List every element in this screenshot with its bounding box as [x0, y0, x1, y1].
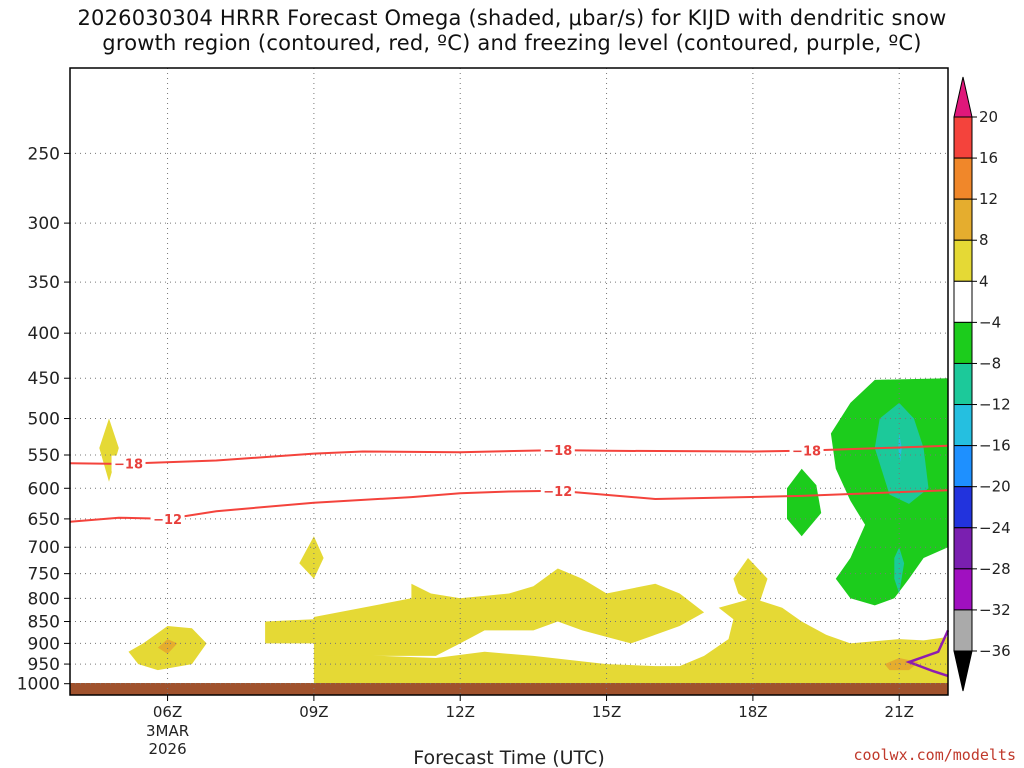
x-tick-label: 15Z: [592, 703, 621, 721]
omega-region-main: [265, 568, 705, 658]
x-axis-label: Forecast Time (UTC): [413, 747, 604, 768]
colorbar-label: −32: [979, 601, 1011, 619]
contour-label: −18: [543, 444, 572, 459]
contour-label-bg: [150, 510, 185, 527]
y-tick-label: 600: [28, 479, 60, 499]
omega-region-0500: [99, 418, 119, 482]
contour-label: −18: [792, 445, 821, 460]
colorbar-label: −4: [979, 313, 1001, 331]
contour-label-bg: [789, 442, 824, 459]
y-tick-label: 700: [28, 538, 60, 558]
x-date-label: 3MAR: [146, 722, 189, 740]
colorbar-label: −24: [979, 519, 1011, 537]
colorbar-swatch: [953, 527, 973, 570]
contour-label: −12: [543, 485, 572, 500]
colorbar-label: −12: [979, 396, 1011, 414]
contour-label: −12: [153, 513, 182, 528]
colorbar-label: 16: [979, 149, 998, 167]
colorbar-swatch: [953, 445, 973, 488]
y-tick-label: 350: [28, 273, 60, 293]
y-tick-label: 500: [28, 410, 60, 430]
y-tick-label: 750: [28, 565, 60, 585]
colorbar-swatch: [953, 568, 973, 611]
colorbar-swatch: [953, 362, 973, 406]
colorbar-bottom-arrow: [953, 650, 973, 692]
colorbar-swatch: [953, 609, 973, 652]
x-tick-label: 12Z: [446, 703, 475, 721]
contour-label: −18: [114, 458, 143, 473]
colorbar-label: 8: [979, 231, 989, 249]
omega-region-0900: [299, 536, 324, 579]
colorbar-swatch: [953, 198, 973, 241]
y-tick-label: 250: [28, 144, 60, 164]
omega-region-2100-teal: [874, 402, 929, 504]
colorbar-label: 20: [979, 108, 998, 126]
temp-contour: [69, 444, 949, 465]
colorbar-swatch: [953, 116, 973, 159]
x-tick-label: 06Z: [153, 703, 182, 721]
colorbar-swatch: [953, 486, 973, 529]
y-tick-label: 900: [28, 634, 60, 654]
y-tick-label: 550: [28, 446, 60, 466]
contour-label-bg: [540, 482, 575, 499]
ground-strip: [70, 683, 948, 695]
x-tick-label: 18Z: [738, 703, 767, 721]
freezing-level-contour: [905, 629, 950, 678]
y-tick-label: 950: [28, 655, 60, 675]
y-tick-label: 800: [28, 589, 60, 609]
credit-text: coolwx.com/modelts: [853, 746, 1016, 764]
colorbar-label: −20: [979, 478, 1011, 496]
chart-title: 2026030304 HRRR Forecast Omega (shaded, …: [77, 6, 947, 55]
colorbar-top-arrow: [953, 76, 973, 118]
x-tick-label: 09Z: [299, 703, 328, 721]
contour-label-bg: [111, 455, 146, 472]
colorbar-swatch: [953, 404, 973, 447]
colorbar-swatch: [953, 280, 973, 323]
colorbar-swatch: [953, 239, 973, 282]
omega-region-1900-green: [787, 468, 822, 537]
y-tick-label: 450: [28, 369, 60, 389]
y-tick-label: 1000: [17, 675, 60, 695]
colorbar-label: −36: [979, 642, 1011, 660]
y-tick-label: 850: [28, 613, 60, 633]
colorbar-label: −28: [979, 560, 1011, 578]
x-date-label: 2026: [148, 740, 186, 758]
colorbar-swatch: [953, 321, 973, 364]
colorbar-label: 12: [979, 190, 998, 208]
y-tick-label: 650: [28, 510, 60, 530]
omega-region-2100-teal-low: [894, 547, 905, 594]
contour-label-bg: [540, 442, 575, 459]
y-tick-label: 300: [28, 214, 60, 234]
omega-region-1800: [733, 558, 768, 608]
x-tick-label: 21Z: [885, 703, 914, 721]
colorbar-label: −16: [979, 437, 1011, 455]
colorbar-label: −8: [979, 354, 1001, 372]
plot-frame: [69, 67, 949, 696]
colorbar-swatch: [953, 157, 973, 200]
y-tick-label: 400: [28, 324, 60, 344]
omega-region-0630-core: [157, 639, 178, 654]
omega-region-lower: [313, 598, 948, 688]
colorbar-label: 4: [979, 272, 989, 290]
